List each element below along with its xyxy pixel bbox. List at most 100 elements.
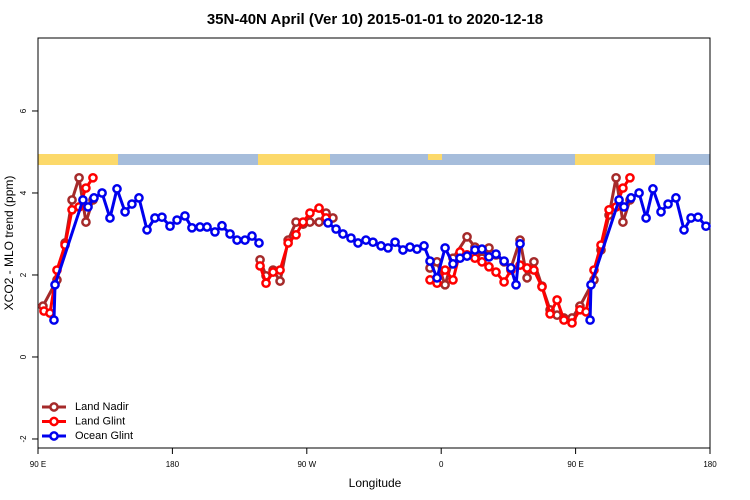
data-point — [291, 229, 301, 240]
data-point — [484, 261, 494, 272]
data-point — [368, 237, 378, 248]
data-point — [537, 282, 547, 292]
data-point — [217, 220, 227, 231]
data-point — [225, 229, 235, 239]
data-point — [240, 235, 250, 245]
data-point — [255, 261, 265, 271]
data-point — [74, 172, 84, 183]
x-tick-label: 180 — [166, 460, 180, 469]
data-point — [529, 257, 539, 267]
data-point — [261, 278, 271, 289]
data-point — [210, 227, 220, 237]
data-point — [491, 267, 501, 277]
land-ocean-strip — [38, 154, 710, 165]
plot-frame — [37, 37, 711, 449]
x-tick-label: 180 — [703, 460, 717, 469]
data-point — [254, 238, 264, 248]
data-point — [157, 212, 167, 223]
data-point — [440, 265, 450, 275]
data-point — [634, 188, 644, 198]
y-tick-label: -2 — [19, 435, 28, 443]
legend-marker — [49, 416, 59, 427]
y-tick-label: 2 — [19, 272, 28, 277]
data-point — [120, 206, 130, 217]
y-tick-label: 6 — [19, 108, 28, 113]
data-point — [383, 243, 393, 253]
x-axis-label: Longitude — [349, 476, 402, 490]
data-point — [67, 195, 77, 205]
data-point — [50, 279, 60, 290]
data-point — [275, 276, 285, 286]
data-point — [346, 233, 356, 243]
data-point — [432, 273, 442, 283]
data-point — [165, 221, 175, 232]
data-point — [618, 217, 628, 227]
data-point — [545, 309, 555, 319]
data-point — [105, 213, 115, 223]
land-band — [38, 154, 118, 165]
data-point — [127, 199, 137, 209]
land-band — [575, 154, 655, 165]
data-point — [671, 193, 681, 203]
x-tick-label: 90 W — [297, 460, 316, 469]
data-point — [522, 273, 532, 283]
data-point — [656, 206, 666, 217]
data-point — [491, 249, 501, 259]
data-point — [314, 217, 324, 227]
data-point — [619, 202, 629, 212]
data-point — [625, 172, 635, 183]
data-point — [298, 217, 308, 227]
ocean-band — [38, 154, 710, 165]
data-point — [559, 315, 569, 325]
data-point — [275, 265, 285, 275]
data-point — [425, 256, 435, 266]
data-point — [440, 243, 450, 253]
data-point — [614, 195, 624, 205]
data-point — [499, 277, 509, 287]
data-point — [49, 315, 59, 325]
data-point — [648, 184, 658, 194]
data-point — [567, 318, 577, 328]
data-point — [663, 199, 673, 209]
x-tick-label: 0 — [439, 460, 444, 469]
data-point — [552, 295, 562, 305]
legend-label: Land Glint — [75, 415, 125, 427]
data-point — [353, 238, 363, 248]
data-point — [232, 235, 242, 245]
data-point — [586, 279, 596, 290]
x-tick-label: 90 E — [30, 460, 46, 469]
data-point — [97, 188, 107, 198]
data-point — [448, 275, 458, 285]
data-point — [390, 237, 400, 248]
x-tick-label: 90 E — [567, 460, 583, 469]
data-point — [134, 193, 144, 203]
land-band — [258, 154, 330, 165]
y-tick-label: 4 — [19, 190, 28, 195]
data-point — [701, 221, 711, 232]
data-point — [78, 195, 88, 205]
chart-title: 35N-40N April (Ver 10) 2015-01-01 to 202… — [207, 11, 543, 28]
series — [49, 184, 711, 325]
data-point — [180, 211, 190, 221]
data-point — [338, 229, 348, 239]
data-point — [641, 213, 651, 223]
data-point — [305, 208, 315, 218]
data-point — [581, 307, 591, 317]
data-point — [585, 315, 595, 325]
y-tick-label: 0 — [19, 354, 28, 359]
data-point — [515, 238, 525, 249]
data-point — [331, 224, 341, 234]
data-point — [323, 218, 333, 228]
data-point — [462, 232, 472, 242]
data-point — [440, 279, 450, 290]
data-point — [477, 244, 487, 254]
legend-marker — [49, 402, 59, 412]
data-point — [419, 241, 429, 251]
data-point — [499, 256, 509, 266]
data-point — [529, 265, 539, 275]
legend-marker — [49, 431, 59, 441]
data-point — [626, 193, 636, 203]
y-axis-label: XCO2 - MLO trend (ppm) — [2, 176, 16, 311]
